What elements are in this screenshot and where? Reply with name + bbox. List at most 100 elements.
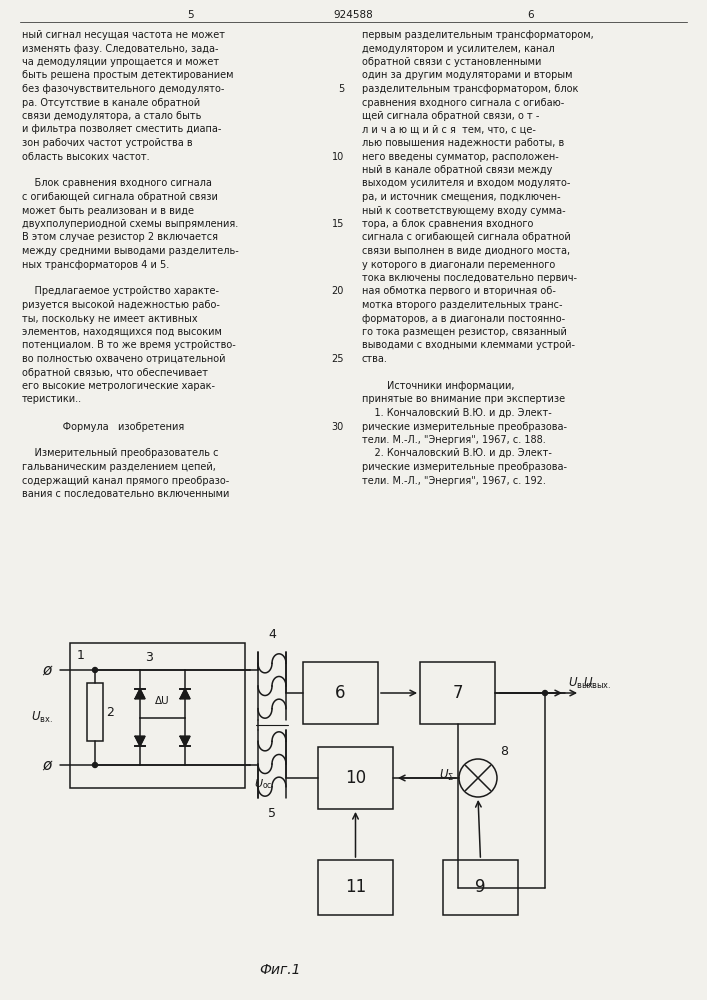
Text: 5: 5: [268, 807, 276, 820]
Text: тора, а блок сравнения входного: тора, а блок сравнения входного: [362, 219, 533, 229]
Text: 1: 1: [77, 649, 85, 662]
Text: 8: 8: [500, 745, 508, 758]
Text: область высоких частот.: область высоких частот.: [22, 151, 150, 161]
Circle shape: [93, 668, 98, 672]
Text: ных трансформаторов 4 и 5.: ных трансформаторов 4 и 5.: [22, 259, 169, 269]
Text: сигнала с огибающей сигнала обратной: сигнала с огибающей сигнала обратной: [362, 232, 571, 242]
Text: принятые во внимание при экспертизе: принятые во внимание при экспертизе: [362, 394, 565, 404]
Text: ты, поскольку не имеет активных: ты, поскольку не имеет активных: [22, 314, 198, 324]
Text: 15: 15: [332, 219, 344, 229]
Text: 20: 20: [332, 286, 344, 296]
Text: у которого в диагонали переменного: у которого в диагонали переменного: [362, 259, 555, 269]
Text: 9: 9: [475, 879, 486, 896]
Text: ный в канале обратной связи между: ный в канале обратной связи между: [362, 165, 552, 175]
Text: выходом усилителя и входом модулято-: выходом усилителя и входом модулято-: [362, 178, 571, 188]
Text: тока включены последовательно первич-: тока включены последовательно первич-: [362, 273, 577, 283]
Text: Формула   изобретения: Формула изобретения: [22, 422, 185, 432]
Text: $U_{\text{вых.}}$: $U_{\text{вых.}}$: [583, 676, 612, 691]
Text: 924588: 924588: [334, 10, 373, 20]
Text: 5: 5: [187, 10, 194, 20]
Text: ра, и источник смещения, подключен-: ра, и источник смещения, подключен-: [362, 192, 561, 202]
Text: содержащий канал прямого преобразо-: содержащий канал прямого преобразо-: [22, 476, 229, 486]
Text: с огибающей сигнала обратной связи: с огибающей сигнала обратной связи: [22, 192, 218, 202]
Text: рические измерительные преобразова-: рические измерительные преобразова-: [362, 462, 567, 472]
Polygon shape: [180, 736, 190, 746]
Text: и фильтра позволяет сместить диапа-: и фильтра позволяет сместить диапа-: [22, 124, 221, 134]
Text: обратной связью, что обеспечивает: обратной связью, что обеспечивает: [22, 367, 208, 377]
Text: тели. М.-Л., "Энергия", 1967, с. 188.: тели. М.-Л., "Энергия", 1967, с. 188.: [362, 435, 546, 445]
Bar: [420, 662, 495, 724]
Text: изменять фазу. Следовательно, зада-: изменять фазу. Следовательно, зада-: [22, 43, 218, 53]
Text: л и ч а ю щ и й с я  тем, что, с це-: л и ч а ю щ и й с я тем, что, с це-: [362, 124, 536, 134]
Text: без фазочувствительного демодулято-: без фазочувствительного демодулято-: [22, 84, 224, 94]
Text: $U_{\text{вх.}}$: $U_{\text{вх.}}$: [31, 709, 53, 725]
Text: 10: 10: [345, 769, 366, 787]
Text: быть решена простым детектированием: быть решена простым детектированием: [22, 70, 233, 81]
Text: один за другим модуляторами и вторым: один за другим модуляторами и вторым: [362, 70, 573, 81]
Text: го тока размещен резистор, связанный: го тока размещен резистор, связанный: [362, 327, 567, 337]
Bar: [303, 662, 378, 724]
Bar: [87, 683, 103, 741]
Text: может быть реализован и в виде: может быть реализован и в виде: [22, 206, 194, 216]
Text: 2. Кончаловский В.Ю. и др. Элект-: 2. Кончаловский В.Ю. и др. Элект-: [362, 448, 552, 458]
Bar: [318, 860, 393, 915]
Text: 6: 6: [527, 10, 534, 20]
Text: ра. Отсутствие в канале обратной: ра. Отсутствие в канале обратной: [22, 98, 200, 107]
Text: сравнения входного сигнала с огибаю-: сравнения входного сигнала с огибаю-: [362, 98, 564, 107]
Text: лью повышения надежности работы, в: лью повышения надежности работы, в: [362, 138, 564, 148]
Text: 3: 3: [145, 651, 153, 664]
Text: ный к соответствующему входу сумма-: ный к соответствующему входу сумма-: [362, 206, 566, 216]
Text: обратной связи с установленными: обратной связи с установленными: [362, 57, 542, 67]
Circle shape: [542, 690, 547, 696]
Text: него введены сумматор, расположен-: него введены сумматор, расположен-: [362, 151, 559, 161]
Text: во полностью охвачено отрицательной: во полностью охвачено отрицательной: [22, 354, 226, 364]
Text: ный сигнал несущая частота не может: ный сигнал несущая частота не может: [22, 30, 225, 40]
Text: форматоров, а в диагонали постоянно-: форматоров, а в диагонали постоянно-: [362, 314, 565, 324]
Bar: [70, 643, 245, 788]
Text: Источники информации,: Источники информации,: [362, 381, 515, 391]
Text: вания с последовательно включенными: вания с последовательно включенными: [22, 489, 229, 499]
Text: 1. Кончаловский В.Ю. и др. Элект-: 1. Кончаловский В.Ю. и др. Элект-: [362, 408, 551, 418]
Text: Измерительный преобразователь с: Измерительный преобразователь с: [22, 448, 218, 458]
Text: $U_{\text{ос}}$: $U_{\text{ос}}$: [254, 777, 273, 791]
Text: 2: 2: [106, 706, 114, 718]
Text: Фиг.1: Фиг.1: [259, 963, 300, 977]
Text: рические измерительные преобразова-: рические измерительные преобразова-: [362, 422, 567, 432]
Text: первым разделительным трансформатором,: первым разделительным трансформатором,: [362, 30, 594, 40]
Text: ø: ø: [42, 758, 52, 772]
Text: $U_{\text{вых.}}$: $U_{\text{вых.}}$: [568, 676, 597, 691]
Text: связи демодулятора, а стало быть: связи демодулятора, а стало быть: [22, 111, 201, 121]
Text: 30: 30: [332, 422, 344, 432]
Bar: [318, 747, 393, 809]
Polygon shape: [135, 689, 145, 699]
Bar: [443, 860, 518, 915]
Text: щей сигнала обратной связи, о т -: щей сигнала обратной связи, о т -: [362, 111, 539, 121]
Text: ча демодуляции упрощается и может: ча демодуляции упрощается и может: [22, 57, 219, 67]
Text: демодулятором и усилителем, канал: демодулятором и усилителем, канал: [362, 43, 554, 53]
Text: зон рабочих частот устройства в: зон рабочих частот устройства в: [22, 138, 192, 148]
Text: разделительным трансформатором, блок: разделительным трансформатором, блок: [362, 84, 578, 94]
Text: В этом случае резистор 2 включается: В этом случае резистор 2 включается: [22, 232, 218, 242]
Text: 7: 7: [452, 684, 463, 702]
Text: ная обмотка первого и вторичная об-: ная обмотка первого и вторичная об-: [362, 286, 556, 296]
Text: тели. М.-Л., "Энергия", 1967, с. 192.: тели. М.-Л., "Энергия", 1967, с. 192.: [362, 476, 546, 486]
Polygon shape: [180, 689, 190, 699]
Text: потенциалом. В то же время устройство-: потенциалом. В то же время устройство-: [22, 340, 235, 351]
Text: связи выполнен в виде диодного моста,: связи выполнен в виде диодного моста,: [362, 246, 570, 256]
Text: между средними выводами разделитель-: между средними выводами разделитель-: [22, 246, 239, 256]
Text: 25: 25: [332, 354, 344, 364]
Text: Блок сравнения входного сигнала: Блок сравнения входного сигнала: [22, 178, 212, 188]
Polygon shape: [135, 736, 145, 746]
Text: Предлагаемое устройство характе-: Предлагаемое устройство характе-: [22, 286, 219, 296]
Text: ства.: ства.: [362, 354, 388, 364]
Text: 4: 4: [268, 628, 276, 641]
Text: ø: ø: [42, 662, 52, 678]
Text: 10: 10: [332, 151, 344, 161]
Text: 6: 6: [335, 684, 346, 702]
Text: ризуется высокой надежностью рабо-: ризуется высокой надежностью рабо-: [22, 300, 220, 310]
Text: его высокие метрологические харак-: его высокие метрологические харак-: [22, 381, 215, 391]
Text: двухполупериодной схемы выпрямления.: двухполупериодной схемы выпрямления.: [22, 219, 238, 229]
Text: 11: 11: [345, 879, 366, 896]
Text: элементов, находящихся под высоким: элементов, находящихся под высоким: [22, 327, 222, 337]
Text: $U_\Sigma$: $U_\Sigma$: [439, 767, 454, 783]
